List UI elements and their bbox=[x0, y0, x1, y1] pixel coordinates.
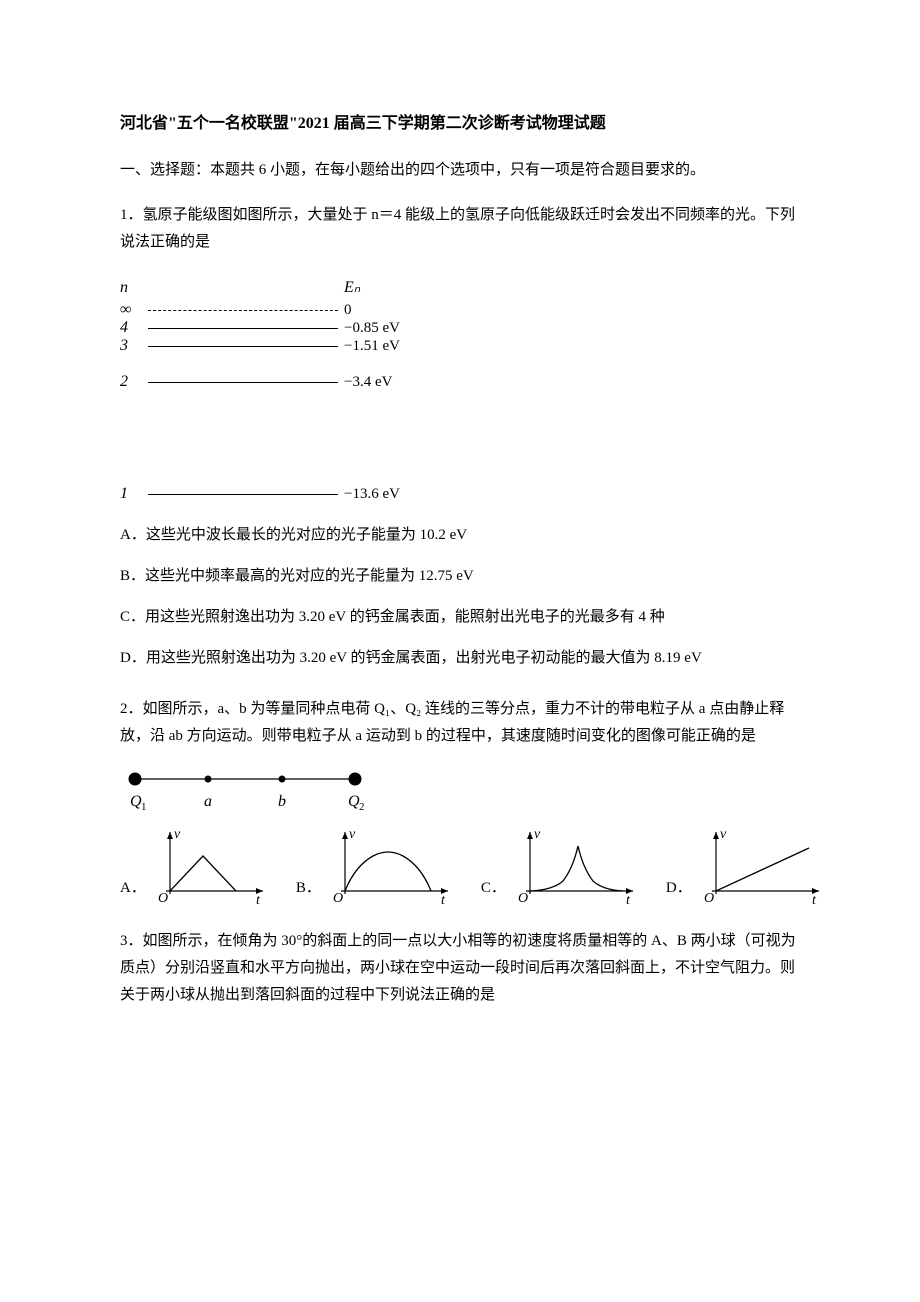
level-line bbox=[148, 494, 338, 495]
vt-graph-a: v O t bbox=[148, 826, 268, 904]
energy-level-row: 1 −13.6 eV bbox=[120, 480, 420, 509]
level-n: 2 bbox=[120, 368, 142, 397]
level-line bbox=[148, 328, 338, 329]
svg-text:O: O bbox=[704, 891, 714, 904]
level-energy: −13.6 eV bbox=[344, 481, 420, 508]
level-energy: −3.4 eV bbox=[344, 369, 420, 396]
svg-text:t: t bbox=[626, 893, 631, 904]
q2-option-b-label: B． bbox=[296, 875, 321, 904]
level-energy: −1.51 eV bbox=[344, 333, 420, 360]
q1-option-c: C．用这些光照射逸出功为 3.20 eV 的钙金属表面，能照射出光电子的光最多有… bbox=[120, 604, 800, 631]
question-3-text: 3．如图所示，在倾角为 30°的斜面上的同一点以大小相等的初速度将质量相等的 A… bbox=[120, 928, 800, 1009]
svg-text:v: v bbox=[534, 827, 541, 842]
svg-text:O: O bbox=[333, 891, 343, 904]
vt-graph-b: v O t bbox=[323, 826, 453, 904]
energy-level-diagram: n Eₙ ∞04−0.85 eV3−1.51 eV2−3.4 eV1−13.6 … bbox=[120, 274, 420, 504]
charge-a-label: a bbox=[204, 793, 212, 810]
q2-option-d: D． v O t bbox=[666, 826, 824, 904]
question-1-text: 1．氢原子能级图如图所示，大量处于 n＝4 能级上的氢原子向低能级跃迁时会发出不… bbox=[120, 202, 800, 256]
svg-text:t: t bbox=[441, 893, 446, 904]
svg-text:O: O bbox=[158, 891, 168, 904]
svg-text:v: v bbox=[174, 827, 181, 842]
energy-level-row: 3 −1.51 eV bbox=[120, 332, 420, 361]
svg-text:v: v bbox=[349, 827, 356, 842]
q2-options: A． v O t B． v O t C． bbox=[120, 826, 800, 904]
vt-graph-d: v O t bbox=[694, 826, 824, 904]
page-title: 河北省"五个一名校联盟"2021 届高三下学期第二次诊断考试物理试题 bbox=[120, 110, 800, 139]
level-n: 1 bbox=[120, 480, 142, 509]
svg-text:O: O bbox=[518, 891, 528, 904]
level-line bbox=[148, 346, 338, 347]
q2-option-d-label: D． bbox=[666, 875, 692, 904]
svg-text:t: t bbox=[256, 893, 261, 904]
q2-option-a: A． v O t bbox=[120, 826, 268, 904]
q1-options: A．这些光中波长最长的光对应的光子能量为 10.2 eV B．这些光中频率最高的… bbox=[120, 522, 800, 672]
section-heading: 一、选择题：本题共 6 小题，在每小题给出的四个选项中，只有一项是符合题目要求的… bbox=[120, 157, 800, 184]
q2-option-c: C． v O t bbox=[481, 826, 638, 904]
q2-option-c-label: C． bbox=[481, 875, 506, 904]
charge-q1-sub: 1 bbox=[141, 801, 147, 813]
level-n: 3 bbox=[120, 332, 142, 361]
question-2-text: 2．如图所示，a、b 为等量同种点电荷 Q₁、Q₂ 连线的三等分点，重力不计的带… bbox=[120, 696, 800, 750]
svg-text:t: t bbox=[812, 893, 817, 904]
charge-diagram: Q 1 a b Q 2 bbox=[120, 764, 800, 816]
level-line bbox=[148, 382, 338, 383]
q1-option-a: A．这些光中波长最长的光对应的光子能量为 10.2 eV bbox=[120, 522, 800, 549]
svg-text:v: v bbox=[720, 827, 727, 842]
q2-option-a-label: A． bbox=[120, 875, 146, 904]
energy-level-row: 2 −3.4 eV bbox=[120, 368, 420, 397]
charge-b-label: b bbox=[278, 793, 286, 810]
vt-graph-c: v O t bbox=[508, 826, 638, 904]
q1-option-d: D．用这些光照射逸出功为 3.20 eV 的钙金属表面，出射光电子初动能的最大值… bbox=[120, 645, 800, 672]
q2-option-b: B． v O t bbox=[296, 826, 453, 904]
level-line bbox=[148, 310, 338, 311]
q1-option-b: B．这些光中频率最高的光对应的光子能量为 12.75 eV bbox=[120, 563, 800, 590]
charge-q2-sub: 2 bbox=[359, 801, 365, 813]
